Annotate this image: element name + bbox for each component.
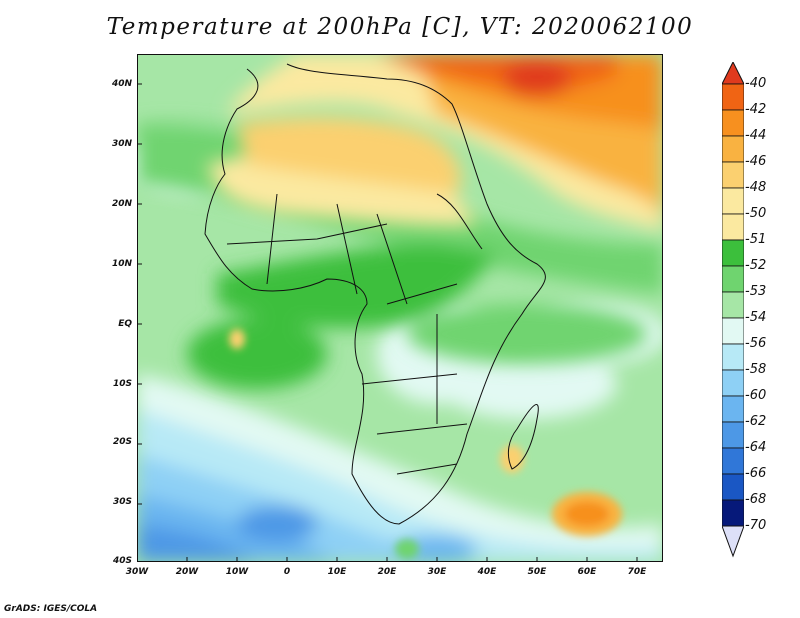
colorbar-label: -60 xyxy=(745,388,767,403)
colorbar-label: -70 xyxy=(745,518,767,533)
colorbar-label: -53 xyxy=(745,284,767,299)
credit-text: GrADS: IGES/COLA xyxy=(4,604,98,614)
axis-ticks xyxy=(137,83,638,562)
colorbar-label: -64 xyxy=(745,440,767,455)
colorbar-swatch xyxy=(722,395,744,423)
colorbar-swatch xyxy=(722,343,744,371)
lon-label: 0 xyxy=(283,567,291,577)
colorbar-swatch xyxy=(722,265,744,293)
colorbar-label: -66 xyxy=(745,466,767,481)
colorbar xyxy=(722,62,744,558)
colorbar-swatch xyxy=(722,473,744,501)
lon-label: 20E xyxy=(377,567,397,577)
colorbar-label: -44 xyxy=(745,128,767,143)
lon-label: 30E xyxy=(427,567,447,577)
lat-label: 40S xyxy=(112,556,132,566)
cold-region-south xyxy=(137,374,663,562)
colorbar-label: -42 xyxy=(745,102,767,117)
warm-patches-south xyxy=(229,329,622,559)
lat-label: 10S xyxy=(112,379,132,389)
temperature-map xyxy=(137,54,663,562)
colorbar-swatch xyxy=(722,83,744,111)
lat-label: 40N xyxy=(111,79,132,89)
colorbar-swatch xyxy=(722,447,744,475)
colorbar-label: -62 xyxy=(745,414,767,429)
colorbar-swatch xyxy=(722,239,744,267)
lat-label: 20N xyxy=(111,199,132,209)
lat-label: 10N xyxy=(111,259,132,269)
colorbar-swatch xyxy=(722,317,744,345)
map-frame xyxy=(137,54,663,562)
colorbar-label: -56 xyxy=(745,336,767,351)
lat-label: 30N xyxy=(111,139,132,149)
colorbar-label: -51 xyxy=(745,232,767,247)
colorbar-swatch xyxy=(722,109,744,137)
colorbar-label: -40 xyxy=(745,76,767,91)
colorbar-label: -48 xyxy=(745,180,767,195)
lon-label: 10W xyxy=(225,567,249,577)
colorbar-swatch xyxy=(722,369,744,397)
lat-label: 30S xyxy=(112,497,132,507)
colorbar-swatch xyxy=(722,421,744,449)
lon-label: 60E xyxy=(577,567,597,577)
lon-label: 10E xyxy=(327,567,347,577)
colorbar-swatch xyxy=(722,161,744,189)
colorbar-swatch xyxy=(722,187,744,215)
lon-label: 30W xyxy=(125,567,149,577)
lon-label: 40E xyxy=(477,567,497,577)
colorbar-bottom-arrow xyxy=(722,525,744,558)
colorbar-label: -68 xyxy=(745,492,767,507)
colorbar-label: -52 xyxy=(745,258,767,273)
lat-label: 20S xyxy=(112,437,132,447)
colorbar-swatch xyxy=(722,213,744,241)
lon-label: 50E xyxy=(527,567,547,577)
colorbar-label: -58 xyxy=(745,362,767,377)
map-title: Temperature at 200hPa [C], VT: 202006210… xyxy=(106,14,694,40)
colorbar-top-arrow xyxy=(722,62,744,85)
colorbar-swatch xyxy=(722,499,744,527)
lat-label: EQ xyxy=(118,319,132,329)
warm-region-north xyxy=(207,54,663,234)
colorbar-swatch xyxy=(722,291,744,319)
coastlines xyxy=(204,63,546,525)
colorbar-label: -54 xyxy=(745,310,767,325)
lon-label: 20W xyxy=(175,567,199,577)
colorbar-swatch xyxy=(722,135,744,163)
colorbar-label: -46 xyxy=(745,154,767,169)
lon-label: 70E xyxy=(627,567,647,577)
colorbar-label: -50 xyxy=(745,206,767,221)
